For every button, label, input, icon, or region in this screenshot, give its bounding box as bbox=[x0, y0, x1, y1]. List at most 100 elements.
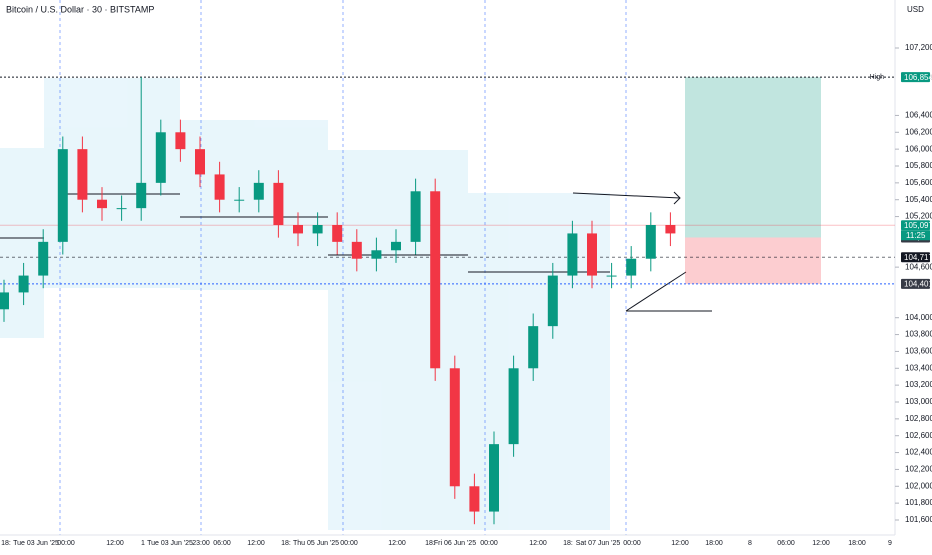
time-label: 18: bbox=[281, 540, 291, 547]
price-label: 106,400 bbox=[905, 111, 932, 120]
price-label: 103,000 bbox=[905, 397, 932, 406]
candle-body bbox=[665, 224, 676, 234]
candle-body bbox=[567, 233, 578, 276]
high-tag: High bbox=[870, 74, 885, 81]
time-label: 12:00 bbox=[388, 540, 406, 547]
price-label: 103,400 bbox=[905, 363, 932, 372]
candle-body bbox=[626, 258, 637, 276]
candle-body bbox=[528, 326, 539, 369]
candle-body bbox=[155, 132, 166, 183]
candle-body bbox=[214, 174, 225, 200]
price-label: 105,600 bbox=[905, 178, 932, 187]
candle-body bbox=[253, 182, 264, 200]
candle-body bbox=[410, 191, 421, 242]
price-label: 105,200 bbox=[905, 212, 932, 221]
price-label: 102,800 bbox=[905, 414, 932, 423]
time-label: Tue 03 Jun '25 bbox=[13, 540, 59, 547]
candle-body bbox=[136, 182, 147, 209]
candle-body bbox=[273, 182, 284, 225]
candle-body bbox=[116, 208, 127, 210]
time-label: 00:00 bbox=[57, 540, 75, 547]
time-label: Tue 03 Jun '25 bbox=[147, 540, 193, 547]
time-label: 00:00 bbox=[623, 540, 641, 547]
candle-body bbox=[508, 368, 519, 445]
price-label: 102,000 bbox=[905, 481, 932, 490]
price-badge bbox=[901, 278, 930, 289]
time-label: Thu 05 Jun '25 bbox=[293, 540, 339, 547]
price-label: 104,000 bbox=[905, 313, 932, 322]
time-label: 06:00 bbox=[213, 540, 231, 547]
candle-body bbox=[489, 444, 499, 512]
time-label: 00:00 bbox=[480, 540, 498, 547]
price-badge bbox=[901, 252, 930, 263]
time-label: 12:00 bbox=[671, 540, 689, 547]
price-label: 105,400 bbox=[905, 195, 932, 204]
price-label: 102,200 bbox=[905, 465, 932, 474]
time-label: 18:00 bbox=[705, 540, 723, 547]
price-label: 102,400 bbox=[905, 448, 932, 457]
chart-title: Bitcoin / U.S. Dollar · 30 · BITSTAMP bbox=[6, 4, 154, 14]
price-label: 103,200 bbox=[905, 380, 932, 389]
price-label: 103,800 bbox=[905, 330, 932, 339]
time-label: 18: bbox=[1, 540, 11, 547]
candle-body bbox=[449, 368, 460, 487]
time-label: Sat 07 Jun '25 bbox=[576, 540, 621, 547]
time-label: 12:00 bbox=[106, 540, 124, 547]
candle-body bbox=[0, 292, 9, 310]
time-label: 00:00 bbox=[340, 540, 358, 547]
volume-profile-zones bbox=[0, 78, 610, 530]
candle-body bbox=[587, 233, 597, 276]
price-label: 105,800 bbox=[905, 161, 932, 170]
price-badge-label: 104,717 bbox=[904, 253, 932, 262]
price-label: 101,800 bbox=[905, 498, 932, 507]
candle-body bbox=[77, 149, 88, 200]
price-label: 101,600 bbox=[905, 515, 932, 524]
price-badge bbox=[901, 220, 930, 231]
price-badge bbox=[901, 72, 930, 83]
stop-loss-zone bbox=[685, 237, 821, 284]
time-label: 12:00 bbox=[247, 540, 265, 547]
time-label: 18: bbox=[563, 540, 573, 547]
price-badge-label: 104,401 bbox=[904, 280, 932, 289]
price-label: 106,000 bbox=[905, 144, 932, 153]
candle-body bbox=[391, 241, 401, 251]
price-label: 107,200 bbox=[905, 43, 932, 52]
countdown: 11:25 bbox=[906, 231, 926, 240]
candle-body bbox=[312, 224, 323, 234]
time-label: 18:00 bbox=[848, 540, 866, 547]
price-label: 104,600 bbox=[905, 262, 932, 271]
time-label: 18: bbox=[425, 540, 435, 547]
time-label: 06:00 bbox=[777, 540, 795, 547]
time-label: Fri 06 Jun '25 bbox=[434, 540, 476, 547]
candle-body bbox=[547, 275, 558, 327]
candle-body bbox=[38, 241, 49, 276]
candle-body bbox=[18, 275, 29, 293]
candle-body bbox=[371, 250, 382, 259]
time-label: 9 bbox=[888, 540, 892, 547]
time-label: 12:00 bbox=[812, 540, 830, 547]
candle-body bbox=[97, 199, 107, 209]
time-label: 12:00 bbox=[529, 540, 547, 547]
candle-body bbox=[175, 132, 186, 150]
countdown-bg bbox=[901, 230, 930, 241]
candle-body bbox=[293, 224, 303, 234]
candle-body bbox=[332, 224, 343, 242]
price-badge-label: 106,854 bbox=[904, 73, 932, 82]
time-label: 23:00 bbox=[192, 540, 210, 547]
candle-body bbox=[606, 275, 617, 277]
price-label: 106,200 bbox=[905, 127, 932, 136]
take-profit-zone bbox=[685, 77, 821, 238]
candle-body bbox=[430, 191, 441, 369]
session-lines bbox=[59, 0, 627, 535]
price-label: 103,600 bbox=[905, 347, 932, 356]
candle-body bbox=[645, 224, 656, 259]
time-label: 1 bbox=[141, 540, 145, 547]
candle-body bbox=[234, 199, 245, 201]
time-label: 8 bbox=[748, 540, 752, 547]
candle-body bbox=[195, 149, 205, 175]
candle-body bbox=[351, 241, 362, 259]
price-badge-label: 105,097 bbox=[904, 221, 932, 230]
price-label: 102,600 bbox=[905, 431, 932, 440]
candle-body bbox=[469, 486, 480, 512]
